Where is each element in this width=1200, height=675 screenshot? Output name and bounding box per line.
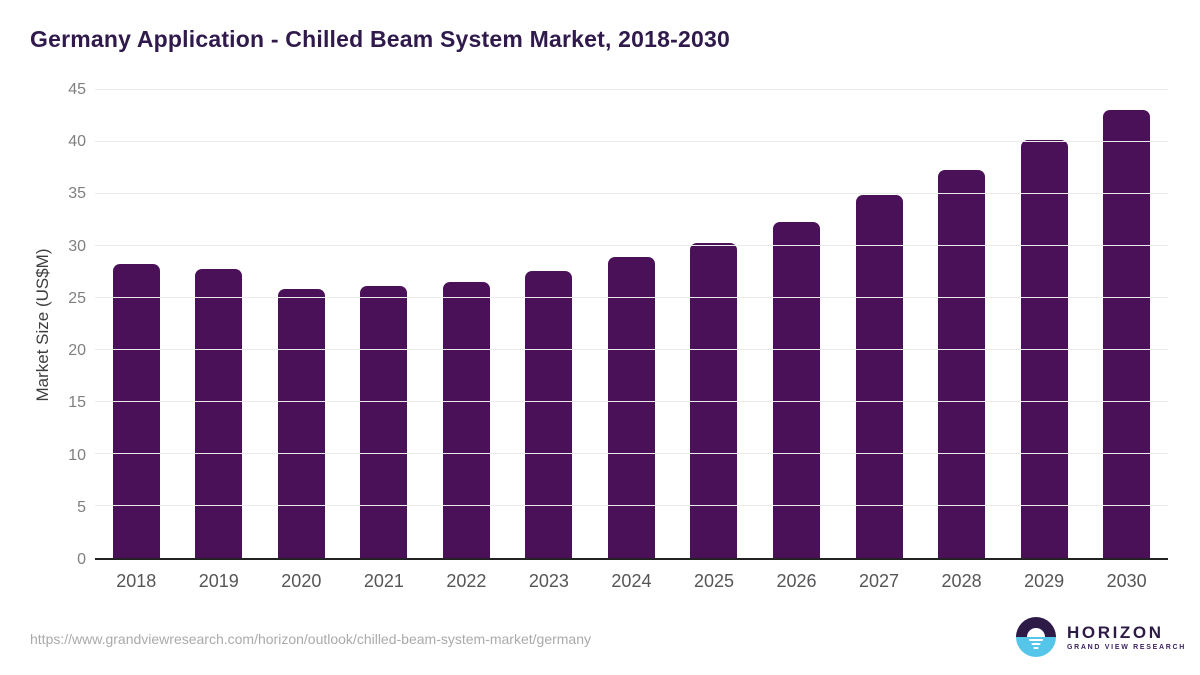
bar-2023	[525, 270, 573, 558]
bar-slot	[1085, 90, 1168, 558]
bar-2028	[938, 170, 986, 558]
y-tick-label: 25	[68, 289, 86, 307]
bar-slot	[425, 90, 508, 558]
gridline	[95, 401, 1168, 403]
gridline	[95, 89, 1168, 90]
logo-title: HORIZON	[1067, 622, 1164, 642]
bar-2027	[855, 195, 903, 558]
bar-2020	[277, 288, 325, 558]
bar-2022	[442, 282, 490, 558]
bar-slot	[508, 90, 591, 558]
y-tick-label: 35	[68, 185, 86, 203]
horizon-logo: HORIZON GRAND VIEW RESEARCH	[1016, 617, 1186, 657]
gridline	[95, 297, 1168, 298]
bar-2024	[607, 257, 655, 558]
bar-slot	[590, 90, 673, 558]
plot-area	[95, 89, 1168, 560]
logo-text: HORIZON GRAND VIEW RESEARCH	[1067, 624, 1186, 651]
gridline	[95, 193, 1168, 194]
wave-line-icon	[1033, 647, 1039, 649]
bar-2019	[195, 268, 243, 558]
bar-slot	[95, 90, 178, 558]
y-axis-ticks: 0 5 10 15 20 25 30 35 40 45	[30, 82, 86, 568]
bar-2029	[1020, 139, 1068, 558]
bar-2018	[112, 263, 160, 558]
y-tick-label: 20	[68, 342, 86, 360]
x-tick-label: 2025	[693, 571, 734, 591]
x-tick-label: 2022	[446, 571, 487, 591]
bar-slot	[260, 90, 343, 558]
x-tick-label: 2028	[941, 571, 982, 591]
y-tick-label: 5	[77, 498, 86, 516]
gridline	[95, 245, 1168, 247]
bar-2030	[1103, 109, 1151, 558]
sun-icon	[1027, 628, 1045, 637]
bars-container	[95, 90, 1168, 558]
bar-slot	[755, 90, 838, 558]
logo-subtitle: GRAND VIEW RESEARCH	[1067, 643, 1187, 651]
page-title: Germany Application - Chilled Beam Syste…	[30, 26, 730, 52]
horizon-logo-icon	[1016, 617, 1056, 657]
wave-line-icon	[1031, 643, 1041, 645]
y-tick-label: 15	[68, 394, 86, 412]
source-url: https://www.grandviewresearch.com/horizo…	[30, 631, 591, 647]
bar-slot	[178, 90, 261, 558]
bar-slot	[343, 90, 426, 558]
gridline	[95, 141, 1168, 142]
x-tick-label: 2020	[281, 571, 322, 591]
x-tick-label: 2030	[1106, 571, 1147, 591]
bar-slot	[838, 90, 921, 558]
x-tick-label: 2019	[198, 571, 239, 591]
y-tick-label: 40	[68, 133, 86, 151]
y-tick-label: 10	[68, 446, 86, 464]
x-tick-label: 2018	[116, 571, 157, 591]
x-tick-label: 2027	[859, 571, 900, 591]
x-tick-label: 2024	[611, 571, 652, 591]
x-tick-label: 2029	[1024, 571, 1065, 591]
y-tick-label: 0	[77, 551, 86, 568]
x-tick-label: 2021	[363, 571, 404, 591]
bar-2021	[360, 285, 408, 558]
gridline	[95, 505, 1168, 506]
gridline	[95, 453, 1168, 454]
wave-line-icon	[1029, 639, 1043, 641]
bar-slot	[1003, 90, 1086, 558]
gridline	[95, 349, 1168, 350]
x-tick-label: 2023	[528, 571, 569, 591]
y-tick-label: 30	[68, 237, 86, 255]
bar-slot	[920, 90, 1003, 558]
bar-slot	[673, 90, 756, 558]
x-axis-labels: 2018 2019 2020 2021 2022 2023 2024 2025 2026 2027…	[95, 571, 1168, 592]
y-tick-label: 45	[68, 81, 86, 98]
bar-2026	[773, 222, 821, 558]
x-tick-label: 2026	[776, 571, 817, 591]
